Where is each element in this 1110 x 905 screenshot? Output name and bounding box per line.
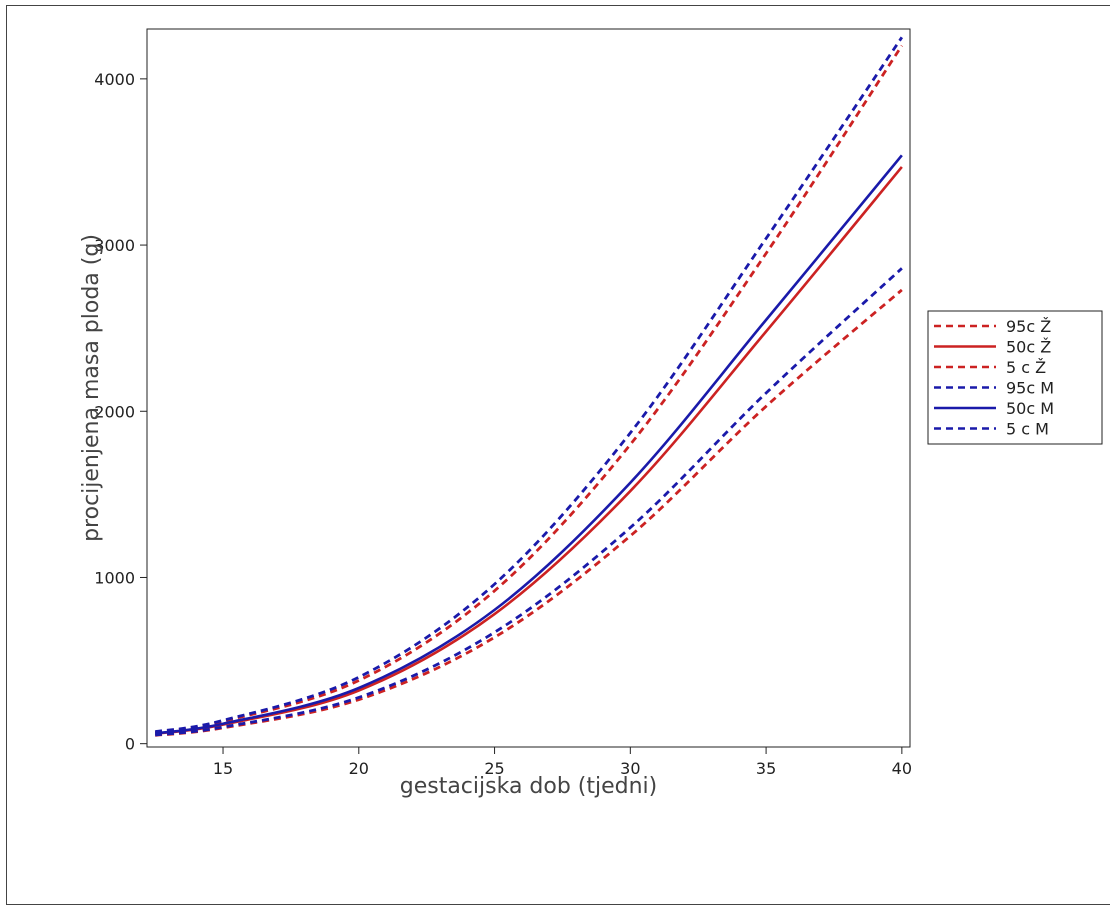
y-tick-label: 3000	[94, 236, 135, 255]
plot-frame	[146, 28, 911, 748]
y-tick-label: 4000	[94, 70, 135, 89]
legend-label-3: 5 c Ž	[1006, 358, 1046, 377]
line-chart: 15 20 25 30 35 40 0 1000 2000 3000 4000 gestacijsk…	[79, 28, 1103, 799]
axes	[146, 28, 911, 748]
legend-box	[927, 310, 1103, 445]
x-tick-label: 15	[213, 759, 233, 778]
series-layer	[154, 36, 904, 737]
series-line-5	[154, 154, 903, 735]
tick-labels: 15 20 25 30 35 40 0 1000 2000 3000 4000	[94, 70, 912, 778]
x-tick-label: 25	[484, 759, 504, 778]
series-line-6	[154, 267, 903, 737]
legend-label-2: 50c Ž	[1006, 338, 1051, 357]
x-tick-label: 35	[756, 759, 776, 778]
y-tick-label: 2000	[94, 402, 135, 421]
legend-label-6: 5 c M	[1006, 420, 1049, 439]
series-line-1	[154, 44, 904, 734]
series-line-2	[154, 166, 903, 735]
y-tick-label: 1000	[94, 568, 135, 587]
x-tick-label: 30	[620, 759, 640, 778]
legend-label-1: 95c Ž	[1006, 317, 1051, 336]
x-tick-label: 40	[892, 759, 912, 778]
legend-label-4: 95c M	[1006, 379, 1054, 398]
series-line-4	[154, 36, 904, 734]
series-line-3	[154, 288, 903, 737]
y-tick-label: 0	[125, 735, 135, 754]
y-axis-title: procijenjena masa ploda (g)	[79, 234, 104, 542]
x-axis-title: gestacijska dob (tjedni)	[400, 774, 658, 799]
x-tick-label: 20	[349, 759, 369, 778]
legend-label-5: 50c M	[1006, 399, 1054, 418]
